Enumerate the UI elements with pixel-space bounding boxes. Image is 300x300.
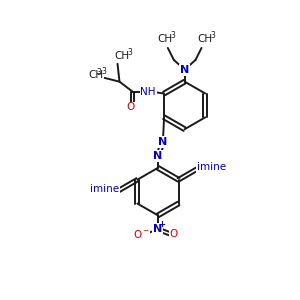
Text: imine: imine <box>90 184 119 194</box>
Text: O$^-$: O$^-$ <box>133 228 150 240</box>
Text: H: H <box>90 71 98 81</box>
Text: +: + <box>158 220 165 229</box>
Text: 3: 3 <box>96 68 101 77</box>
Text: 3: 3 <box>127 48 132 57</box>
Text: NH: NH <box>140 86 156 97</box>
Text: 3: 3 <box>170 31 175 40</box>
Text: O: O <box>170 229 178 239</box>
Text: N: N <box>153 224 163 234</box>
Text: N: N <box>153 151 163 161</box>
Text: N: N <box>158 137 167 147</box>
Text: N: N <box>180 65 189 75</box>
Text: imine: imine <box>197 162 226 172</box>
Text: 3: 3 <box>210 31 215 40</box>
Text: CH: CH <box>157 34 172 44</box>
Text: CH: CH <box>197 34 212 44</box>
Text: O: O <box>126 102 134 112</box>
Text: CH: CH <box>88 70 103 80</box>
Text: 3: 3 <box>101 67 106 76</box>
Text: CH: CH <box>114 51 129 61</box>
